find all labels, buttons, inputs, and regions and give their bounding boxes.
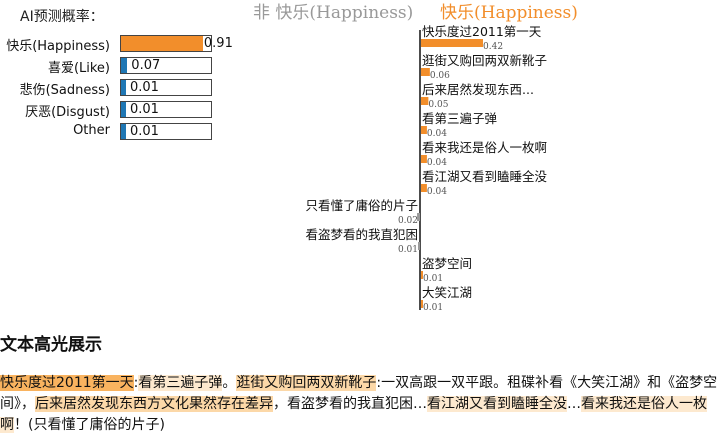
positive-class-title: 快乐(Happiness) bbox=[440, 3, 578, 23]
bar-value: 0.04 bbox=[427, 187, 447, 197]
bar bbox=[421, 271, 423, 279]
bar-label: 后来居然发现东西... bbox=[422, 82, 534, 97]
bar bbox=[417, 213, 420, 221]
probability-bar-fill bbox=[121, 124, 126, 139]
bar-value: 0.01 bbox=[423, 303, 443, 313]
bar-label: 大笑江湖 bbox=[422, 285, 472, 300]
probability-bar: 0.91 bbox=[120, 35, 233, 52]
text-segment: 。 bbox=[222, 375, 237, 391]
bar-value: 0.01 bbox=[423, 274, 443, 284]
probability-bar: 0.01 bbox=[120, 79, 212, 96]
probability-row: 厌恶(Disgust) 0.01 bbox=[0, 100, 240, 120]
bar-label: 快乐度过2011第一天 bbox=[422, 24, 542, 39]
highlighted-segment: 看第三遍子弹 bbox=[138, 375, 223, 391]
highlighted-segment: 看江湖又看到瞌睡全没 bbox=[427, 396, 567, 412]
text-segment: :一双高跟一双平跟。租碟补看《大笑江湖》和《盗梦空间》， bbox=[0, 375, 718, 412]
bar-value: 0.06 bbox=[430, 71, 450, 81]
text-segment: … bbox=[567, 396, 581, 412]
probability-value: 0.07 bbox=[131, 58, 161, 73]
bar-value: 0.01 bbox=[398, 245, 418, 255]
bar bbox=[421, 155, 427, 163]
bar-label: 看来我还是俗人一枚啊 bbox=[422, 140, 547, 155]
bar-label: 逛街又购回两双新靴子 bbox=[422, 53, 547, 68]
probability-row: 快乐(Happiness) 0.91 bbox=[0, 34, 240, 54]
probability-label: 喜爱(Like) bbox=[47, 61, 110, 76]
probability-label: 快乐(Happiness) bbox=[6, 39, 110, 54]
bar-label: 只看懂了庸俗的片子 bbox=[305, 198, 418, 213]
probability-bar: 0.07 bbox=[120, 57, 212, 74]
bar bbox=[421, 184, 427, 192]
probability-bar: 0.01 bbox=[120, 101, 212, 118]
bar-value: 0.04 bbox=[427, 158, 447, 168]
bar bbox=[418, 242, 420, 250]
bar bbox=[421, 68, 430, 76]
probability-label: 厌恶(Disgust) bbox=[25, 105, 110, 120]
highlighted-segment: 快乐度过2011第一天 bbox=[0, 375, 134, 391]
bar-value: 0.42 bbox=[483, 42, 503, 52]
probability-value: 0.01 bbox=[130, 124, 159, 139]
text-segment: ，看盗梦看的我直犯困… bbox=[273, 396, 427, 412]
negative-class-title: 非 快乐(Happiness) bbox=[253, 3, 414, 23]
probability-bar-fill bbox=[121, 36, 203, 51]
probability-label: 悲伤(Sadness) bbox=[19, 83, 110, 98]
bar-label: 盗梦空间 bbox=[422, 256, 472, 271]
probability-row: 喜爱(Like) 0.07 bbox=[0, 56, 240, 76]
bar-label: 看盗梦看的我直犯困 bbox=[305, 227, 418, 242]
text-segment: : bbox=[133, 375, 139, 391]
bar-label: 看第三遍子弹 bbox=[422, 111, 497, 126]
bar bbox=[421, 97, 429, 105]
probability-value: 0.01 bbox=[130, 102, 159, 117]
highlight-section-title: 文本高光展示 bbox=[0, 335, 102, 355]
probability-label: Other bbox=[73, 123, 110, 138]
bar-label: 看江湖又看到瞌睡全没 bbox=[422, 169, 548, 184]
probability-value: 0.01 bbox=[130, 80, 159, 95]
highlighted-text: 快乐度过2011第一天:看第三遍子弹。逛街又购回两双新靴子:一双高跟一双平跟。租… bbox=[0, 373, 720, 436]
bar-value: 0.04 bbox=[427, 129, 447, 139]
probability-row: 悲伤(Sadness) 0.01 bbox=[0, 78, 240, 98]
probability-bar-fill bbox=[121, 80, 126, 95]
bar-value: 0.02 bbox=[398, 216, 418, 226]
probability-bar-fill bbox=[121, 102, 126, 117]
bar bbox=[421, 300, 423, 308]
probability-row: Other 0.01 bbox=[0, 122, 240, 142]
bar bbox=[421, 126, 427, 134]
bar-value: 0.05 bbox=[428, 100, 448, 110]
probability-value: 0.91 bbox=[203, 36, 233, 51]
probability-bar-fill bbox=[121, 58, 128, 73]
highlighted-segment: 逛街又购回两双新靴子 bbox=[236, 375, 377, 391]
probability-panel-title: AI预测概率： bbox=[20, 9, 104, 25]
bar bbox=[421, 39, 483, 47]
highlighted-segment: 后来居然发现东西方文化果然存在差异 bbox=[35, 396, 273, 412]
text-segment: ！(只看懂了庸俗的片子) bbox=[14, 417, 165, 433]
probability-bar: 0.01 bbox=[120, 123, 212, 140]
